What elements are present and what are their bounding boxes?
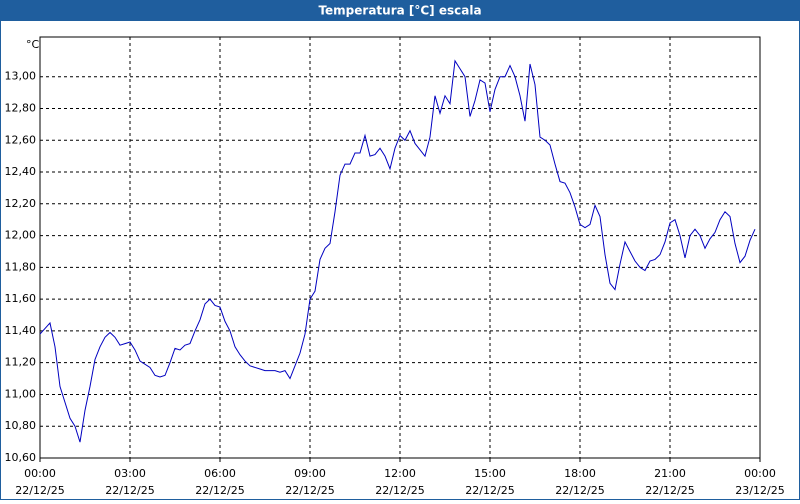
x-tick-label: 00:00	[24, 467, 56, 480]
y-tick-label: 12,80	[5, 101, 37, 114]
y-tick-label: 10,80	[5, 419, 37, 432]
y-tick-label: 12,00	[5, 229, 37, 242]
x-tick-label: 03:00	[114, 467, 146, 480]
data-line	[39, 59, 756, 443]
x-tick-label: 06:00	[204, 467, 236, 480]
x-tick-label: 12:00	[384, 467, 416, 480]
y-tick-label: 12,20	[5, 197, 37, 210]
y-tick-label: 11,00	[5, 387, 37, 400]
x-tick-label: 15:00	[474, 467, 506, 480]
x-tick-label: 22/12/25	[105, 484, 154, 497]
x-tick-label: 09:00	[294, 467, 326, 480]
y-unit: °C	[26, 38, 40, 51]
y-tick-label: 11,80	[5, 260, 37, 273]
title-bar	[0, 0, 800, 21]
x-tick-label: 22/12/25	[465, 484, 514, 497]
x-tick-label: 21:00	[654, 467, 686, 480]
y-tick-label: 12,60	[5, 133, 37, 146]
y-tick-label: 13,00	[5, 70, 37, 83]
x-tick-label: 23/12/25	[735, 484, 784, 497]
x-tick-label: 22/12/25	[285, 484, 334, 497]
x-tick-label: 00:00	[744, 467, 776, 480]
y-tick-label: 11,20	[5, 356, 37, 369]
x-tick-label: 22/12/25	[645, 484, 694, 497]
plot-frame	[39, 36, 761, 459]
y-tick-label: 11,60	[5, 292, 37, 305]
x-tick-label: 18:00	[564, 467, 596, 480]
chart-title: Temperatura [°C] escala	[318, 4, 481, 18]
y-tick-label: 11,40	[5, 324, 37, 337]
x-tick-label: 22/12/25	[375, 484, 424, 497]
x-tick-label: 22/12/25	[555, 484, 604, 497]
x-tick-label: 22/12/25	[195, 484, 244, 497]
x-tick-label: 22/12/25	[15, 484, 64, 497]
y-tick-label: 12,40	[5, 165, 37, 178]
y-tick-label: 10,60	[5, 451, 37, 464]
